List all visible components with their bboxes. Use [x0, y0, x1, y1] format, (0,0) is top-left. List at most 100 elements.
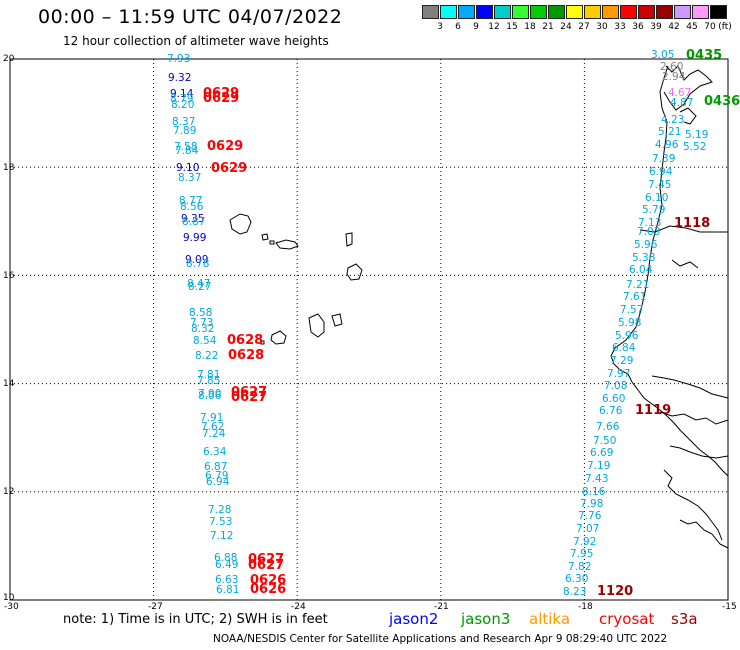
- island-brava: [260, 340, 265, 345]
- scale-label: 42: [668, 22, 680, 32]
- longitude-label: -18: [578, 602, 593, 612]
- wave-height-value: 7.97: [607, 368, 631, 380]
- coastline-mainland: [610, 65, 729, 477]
- wave-height-value: 8.22: [195, 350, 219, 362]
- scale-swatch: [494, 5, 511, 19]
- wave-height-value: 8.87: [182, 216, 206, 228]
- wave-height-value: 7.58: [174, 141, 198, 153]
- scale-label: 3: [437, 22, 443, 32]
- wave-height-value: 6.69: [590, 447, 614, 459]
- pass-time-label: 0629: [211, 161, 248, 176]
- scale-label: 24: [560, 22, 572, 32]
- island-sao-nicolau: [275, 239, 299, 250]
- wave-height-value: 7.19: [587, 460, 611, 472]
- wave-height-value: 6.30: [565, 573, 589, 585]
- wave-height-value: 7.76: [578, 510, 602, 522]
- scale-swatch: [584, 5, 601, 19]
- cape-verde-islands: [229, 213, 363, 345]
- island-santo-antao: [229, 213, 252, 235]
- map-subtitle: 12 hour collection of altimeter wave hei…: [63, 34, 329, 48]
- latitude-label: 10: [3, 593, 15, 603]
- wave-height-value: 6.10: [645, 192, 669, 204]
- wave-height-value: 2.94: [662, 71, 686, 83]
- wave-height-value: 7.28: [208, 504, 232, 516]
- pass-time-label: 0626: [250, 573, 287, 588]
- wave-height-value: 7.61: [623, 291, 647, 303]
- pass-time-label: 1118: [674, 216, 711, 231]
- wave-height-value: 7.13: [638, 217, 662, 229]
- wave-height-value: 4.23: [661, 114, 685, 126]
- wave-height-value: 6.79: [205, 470, 229, 482]
- coastline-bijagos: [663, 469, 723, 541]
- coastline-north-cape: [663, 65, 713, 111]
- scale-label: (ft): [718, 22, 732, 32]
- wave-height-value: 7.98: [580, 498, 604, 510]
- scale-label: 6: [455, 22, 461, 32]
- wave-height-value: 8.32: [191, 323, 215, 335]
- map-border: [9, 58, 729, 601]
- wave-height-value: 5.96: [634, 239, 658, 251]
- wave-height-value: 5.98: [618, 317, 642, 329]
- pass-time-label: 1119: [635, 403, 672, 418]
- scale-label: 36: [632, 22, 644, 32]
- wave-height-value: 7.62: [201, 421, 225, 433]
- longitude-label: -24: [291, 602, 306, 612]
- wave-height-value: 7.03: [637, 226, 661, 238]
- scale-swatch: [458, 5, 475, 19]
- pass-time-label: 0436: [704, 94, 740, 109]
- scale-swatch: [656, 5, 673, 19]
- scale-label: 15: [506, 22, 518, 32]
- wave-height-value: 7.66: [596, 421, 620, 433]
- wave-height-value: 7.21: [626, 279, 650, 291]
- wave-height-value: 7.91: [200, 412, 224, 424]
- wave-height-value: 7.24: [202, 428, 226, 440]
- scale-swatch: [422, 5, 439, 19]
- pass-time-label: 0627: [231, 390, 268, 405]
- coastline-inland-border-2: [671, 259, 699, 269]
- wave-height-value: 6.94: [649, 166, 673, 178]
- scale-label: 45: [686, 22, 698, 32]
- wave-height-value: 8.37: [178, 172, 202, 184]
- scale-swatch: [548, 5, 565, 19]
- wave-height-value: 8.16: [582, 486, 606, 498]
- wave-height-value: 8.58: [189, 307, 213, 319]
- footer-note: note: 1) Time is in UTC; 2) SWH is in fe…: [63, 612, 328, 627]
- pass-time-label: 0627: [231, 385, 268, 400]
- scale-swatch: [692, 5, 709, 19]
- latitude-label: 18: [3, 163, 15, 173]
- wave-height-value: 7.12: [210, 530, 234, 542]
- wave-height-value: 8.78: [186, 258, 210, 270]
- coastline-inland-border-4: [659, 411, 729, 425]
- wave-height-value: 5.38: [632, 252, 656, 264]
- wave-height-value: 6.04: [629, 264, 653, 276]
- wave-height-value: 6.76: [599, 405, 623, 417]
- wave-height-value: 4.87: [670, 97, 694, 109]
- satellite-legend-s3a: s3a: [671, 610, 698, 628]
- wave-height-value: 6.81: [216, 584, 240, 596]
- latitude-label: 14: [3, 379, 15, 389]
- scale-swatch: [674, 5, 691, 19]
- pass-time-label: 0628: [227, 333, 264, 348]
- wave-height-value: 6.60: [602, 393, 626, 405]
- pass-time-label: 0628: [228, 348, 265, 363]
- pass-time-label: 0627: [248, 552, 285, 567]
- wave-height-value: 7.50: [593, 435, 617, 447]
- wave-height-value: 8.47: [187, 278, 211, 290]
- wave-height-value: 8.27: [188, 281, 212, 293]
- wave-height-value: 7.82: [568, 561, 592, 573]
- wave-height-value: 9.09: [185, 254, 209, 266]
- wave-height-value: 8.79: [170, 93, 194, 105]
- coastline-inland-border-5: [669, 445, 729, 459]
- scale-swatch: [440, 5, 457, 19]
- longitude-label: -30: [4, 602, 19, 612]
- pass-time-label: 0435: [686, 48, 723, 63]
- wave-height-value: 7.07: [576, 523, 600, 535]
- footer-credit: NOAA/NESDIS Center for Satellite Applica…: [213, 633, 668, 645]
- satellite-legend-altika: altika: [529, 610, 571, 628]
- latitude-label: 20: [3, 54, 15, 64]
- wave-height-value: 8.06: [198, 390, 222, 402]
- coastline-southern-islands: [679, 519, 729, 549]
- wave-height-value: 7.57: [620, 304, 644, 316]
- scale-label: 33: [614, 22, 626, 32]
